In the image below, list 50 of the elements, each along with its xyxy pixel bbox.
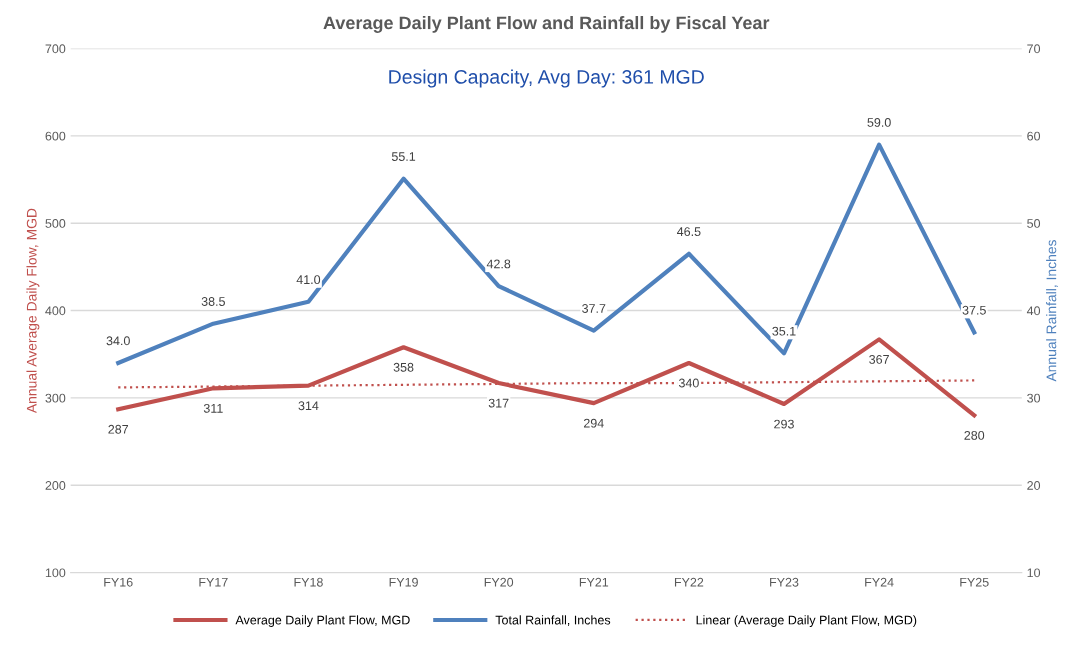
data-label: 59.0	[867, 118, 891, 127]
data-label: 311	[203, 403, 223, 413]
y2-tick-label: 30	[1027, 393, 1041, 403]
data-label: 314	[298, 401, 319, 411]
y-tick-label: 300	[45, 393, 66, 403]
y2-tick-label: 70	[1027, 44, 1041, 54]
y-tick-label: 500	[45, 219, 66, 228]
x-tick-label: FY20	[484, 577, 514, 587]
y2-tick-label: 40	[1026, 306, 1041, 316]
x-tick-label: FY16	[104, 577, 133, 587]
y-tick-label: 200	[45, 481, 66, 490]
y2-axis-title: Annual Rainfall, Inches	[1046, 240, 1058, 382]
data-label: 280	[964, 430, 985, 440]
x-tick-label: FY19	[389, 577, 418, 587]
data-label: 38.5	[201, 297, 225, 306]
y-tick-label: 100	[45, 568, 66, 578]
x-tick-label: FY21	[579, 577, 609, 587]
data-label: 41.0	[296, 275, 321, 285]
legend-label: Total Rainfall, Inches	[495, 615, 611, 626]
x-tick-label: FY18	[294, 577, 323, 587]
data-label: 42.8	[486, 259, 511, 269]
annotation: Design Capacity, Avg Day: 361 MGD	[389, 69, 704, 88]
data-label: 35.1	[772, 326, 796, 336]
y2-tick-label: 10	[1027, 568, 1041, 578]
x-tick-label: FY17	[199, 577, 228, 587]
y-tick-label: 600	[45, 131, 66, 141]
data-label: 55.1	[391, 152, 416, 161]
x-tick-label: FY24	[865, 577, 894, 587]
y-tick-label: 700	[45, 44, 66, 54]
y2-tick-label: 60	[1027, 131, 1041, 141]
data-label: 37.5	[962, 305, 986, 315]
data-label: 367	[869, 354, 889, 364]
legend-label: Linear (Average Daily Plant Flow, MGD)	[696, 615, 917, 627]
data-label: 293	[774, 419, 794, 429]
data-label: 287	[108, 424, 129, 434]
y2-tick-label: 20	[1027, 481, 1041, 490]
legend-label: Average Daily Plant Flow, MGD	[235, 615, 410, 627]
data-label: 317	[488, 398, 509, 408]
chart-title: Average Daily Plant Flow and Rainfall by Fiscal Year	[323, 16, 770, 33]
data-label: 46.5	[677, 227, 701, 237]
y-axis-title: Annual Average Daily Flow, MGD	[26, 208, 40, 414]
data-label: 294	[583, 418, 604, 428]
x-tick-label: FY23	[770, 577, 799, 587]
data-label: 34.0	[106, 336, 130, 346]
x-tick-label: FY22	[674, 577, 704, 587]
data-label: 37.7	[582, 304, 606, 313]
x-tick-label: FY25	[960, 577, 989, 587]
y-tick-label: 400	[45, 306, 66, 316]
y2-tick-label: 50	[1027, 219, 1041, 228]
data-label: 358	[393, 362, 414, 372]
